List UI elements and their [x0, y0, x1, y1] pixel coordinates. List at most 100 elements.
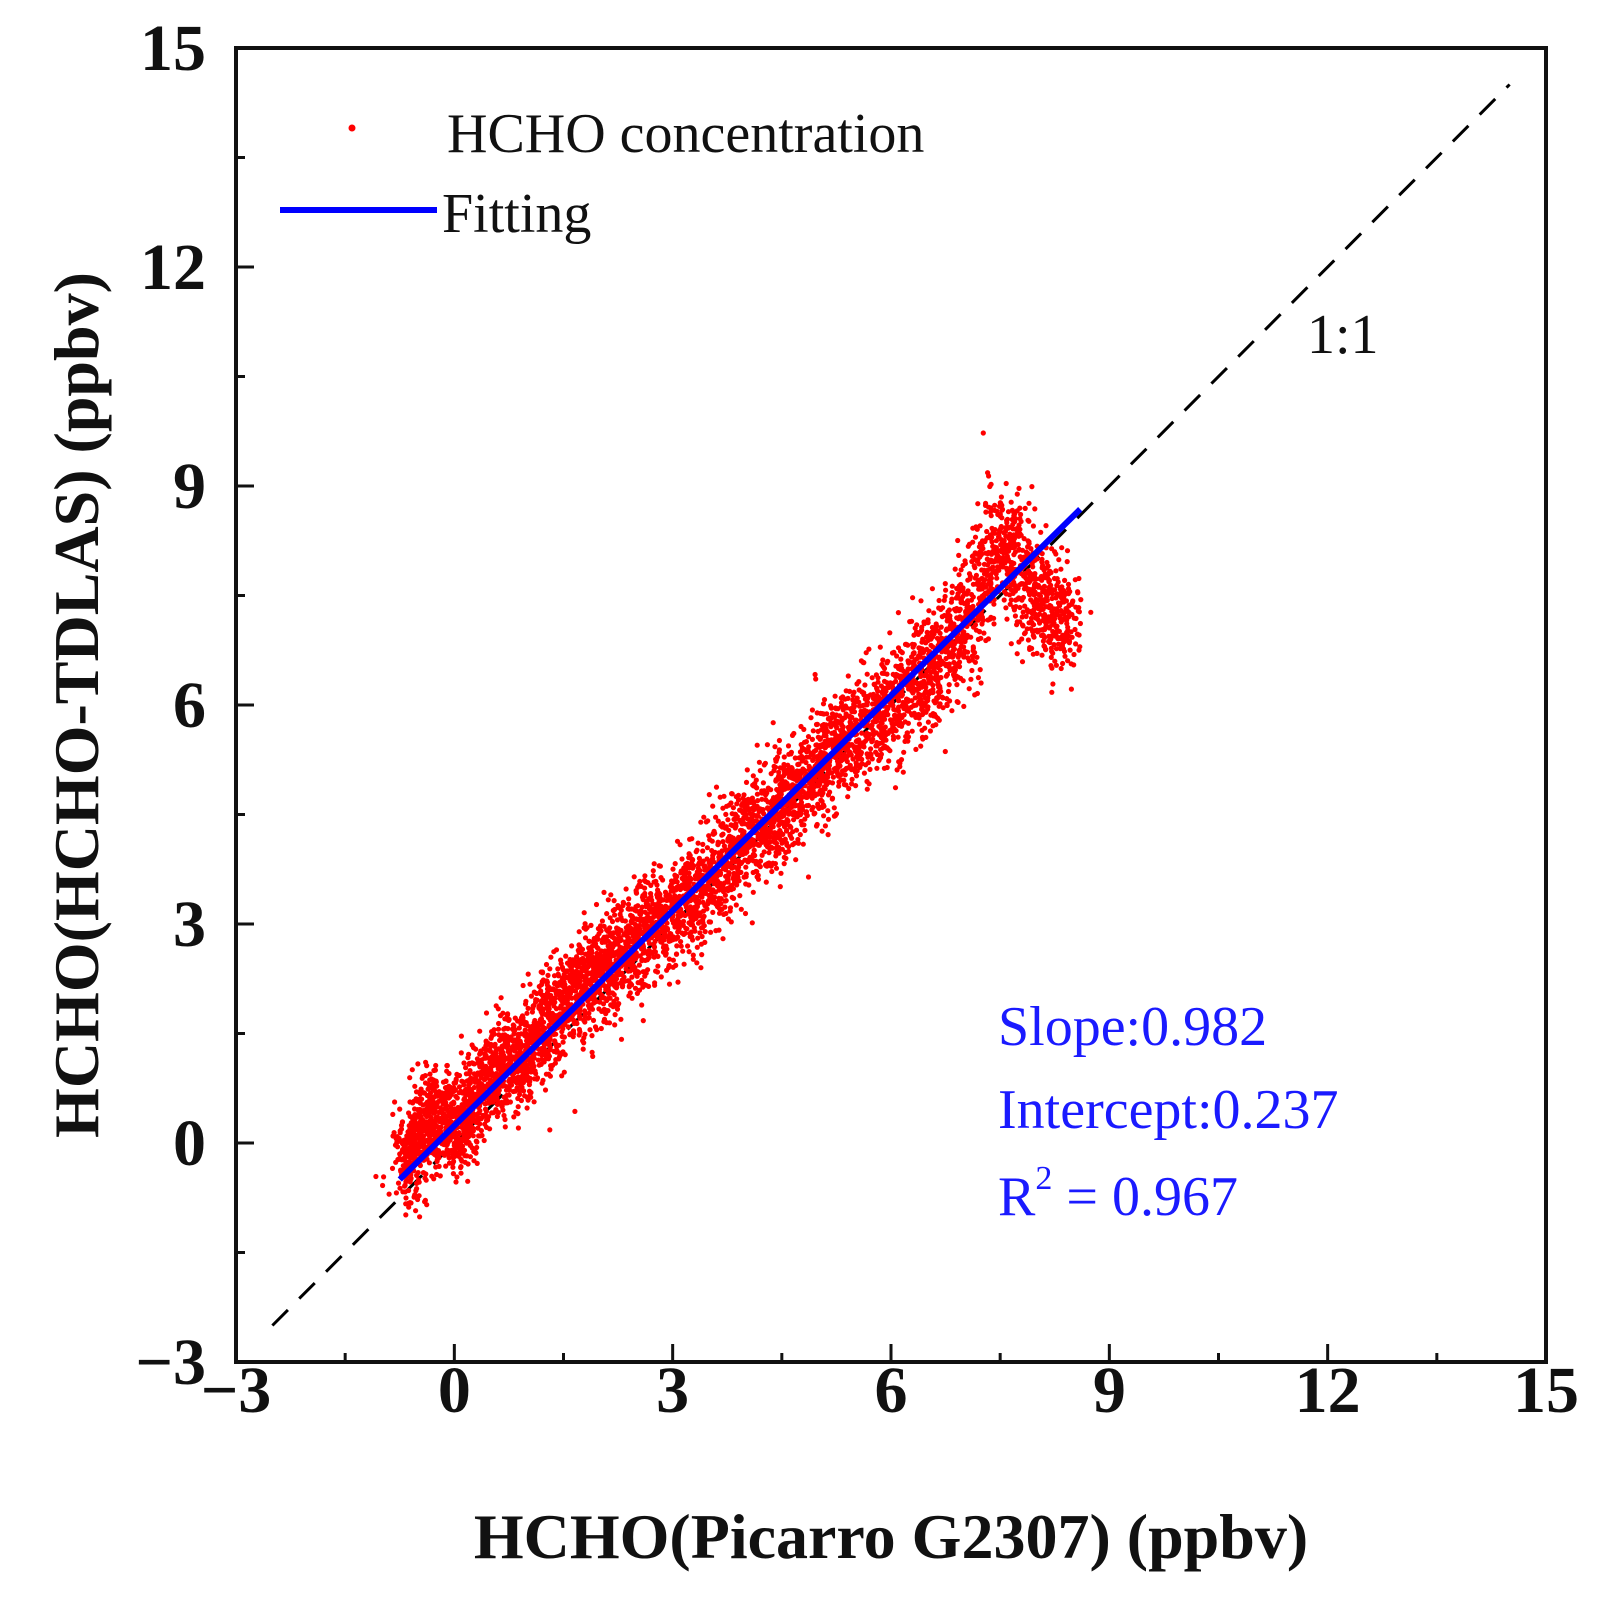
- scatter-point: [607, 915, 613, 921]
- scatter-point: [874, 685, 880, 691]
- scatter-point: [984, 535, 990, 541]
- scatter-point: [582, 1008, 588, 1014]
- scatter-point: [608, 892, 614, 898]
- scatter-point: [853, 783, 859, 789]
- scatter-point: [743, 881, 749, 887]
- scatter-point: [893, 721, 900, 727]
- scatter-point: [536, 1062, 542, 1068]
- scatter-point: [610, 907, 616, 914]
- scatter-point: [453, 1179, 459, 1185]
- scatter-point: [810, 804, 816, 811]
- scatter-point: [549, 1010, 556, 1017]
- scatter-point: [627, 990, 633, 996]
- scatter-point: [914, 622, 920, 628]
- scatter-point: [828, 705, 835, 711]
- scatter-point: [446, 1070, 452, 1077]
- scatter-point: [505, 1026, 511, 1032]
- scatter-point: [753, 813, 759, 819]
- scatter-point: [951, 659, 957, 666]
- scatter-point: [708, 929, 714, 935]
- scatter-point: [702, 929, 708, 935]
- scatter-point: [762, 862, 769, 868]
- scatter-point: [506, 1016, 512, 1023]
- scatter-point: [995, 564, 1001, 570]
- scatter-point: [678, 870, 684, 876]
- scatter-point: [734, 801, 740, 807]
- scatter-point: [564, 968, 570, 974]
- scatter-point: [393, 1159, 399, 1165]
- scatter-point: [636, 923, 642, 929]
- scatter-point: [922, 639, 928, 645]
- scatter-point: [1073, 604, 1079, 610]
- scatter-point: [698, 965, 704, 971]
- scatter-point: [970, 654, 976, 660]
- scatter-point: [539, 1080, 545, 1086]
- scatter-point: [956, 572, 962, 578]
- scatter-point: [1048, 663, 1054, 669]
- scatter-point: [803, 794, 809, 800]
- scatter-point: [779, 846, 786, 852]
- scatter-point: [733, 816, 739, 822]
- scatter-point: [1008, 641, 1014, 647]
- scatter-point: [679, 930, 685, 936]
- scatter-point: [837, 754, 844, 760]
- axis-ticks: [234, 46, 1548, 1364]
- scatter-point: [963, 608, 969, 614]
- scatter-point: [722, 904, 728, 910]
- scatter-point: [984, 528, 990, 535]
- scatter-point: [663, 893, 669, 899]
- scatter-point: [821, 697, 828, 703]
- scatter-point: [1019, 636, 1025, 642]
- scatter-point: [901, 749, 907, 755]
- scatter-point: [612, 1012, 618, 1018]
- scatter-point: [525, 1023, 531, 1029]
- scatter-point: [731, 855, 737, 861]
- scatter-point: [898, 757, 905, 763]
- scatter-point: [853, 773, 860, 779]
- scatter-point: [1034, 556, 1040, 562]
- scatter-point: [520, 982, 526, 989]
- scatter-point: [583, 978, 589, 984]
- scatter-point: [1076, 647, 1082, 653]
- scatter-point: [465, 1161, 471, 1167]
- scatter-point: [517, 1091, 523, 1098]
- scatter-point: [975, 501, 981, 507]
- scatter-point: [815, 804, 821, 810]
- scatter-point: [1008, 587, 1014, 593]
- scatter-point: [675, 912, 681, 919]
- scatter-point: [994, 575, 1000, 581]
- scatter-point: [746, 824, 752, 830]
- scatter-point: [766, 840, 772, 846]
- scatter-point: [755, 798, 761, 804]
- scatter-point: [702, 939, 708, 946]
- scatter-point: [705, 818, 711, 824]
- scatter-point: [436, 1109, 442, 1115]
- scatter-point: [1045, 588, 1051, 594]
- scatter-point: [859, 730, 865, 736]
- scatter-point: [777, 884, 783, 890]
- scatter-point: [1006, 535, 1012, 541]
- scatter-point: [957, 638, 963, 645]
- scatter-point: [757, 768, 763, 774]
- scatter-point: [850, 692, 856, 699]
- scatter-point: [960, 562, 966, 569]
- scatter-point: [450, 1171, 456, 1177]
- scatter-point: [958, 567, 964, 573]
- scatter-point: [800, 841, 806, 847]
- scatter-point: [687, 836, 693, 842]
- scatter-point: [869, 756, 875, 762]
- scatter-point: [931, 610, 937, 616]
- scatter-point: [416, 1193, 422, 1199]
- scatter-point: [515, 1111, 521, 1117]
- scatter-point: [916, 721, 923, 727]
- scatter-point: [546, 1053, 553, 1059]
- scatter-point: [742, 850, 749, 856]
- scatter-point: [629, 974, 635, 980]
- scatter-point: [832, 693, 838, 699]
- scatter-point: [420, 1170, 426, 1176]
- scatter-point: [926, 608, 932, 614]
- scatter-point: [903, 641, 909, 648]
- scatter-point: [612, 912, 618, 918]
- scatter-point: [849, 776, 855, 782]
